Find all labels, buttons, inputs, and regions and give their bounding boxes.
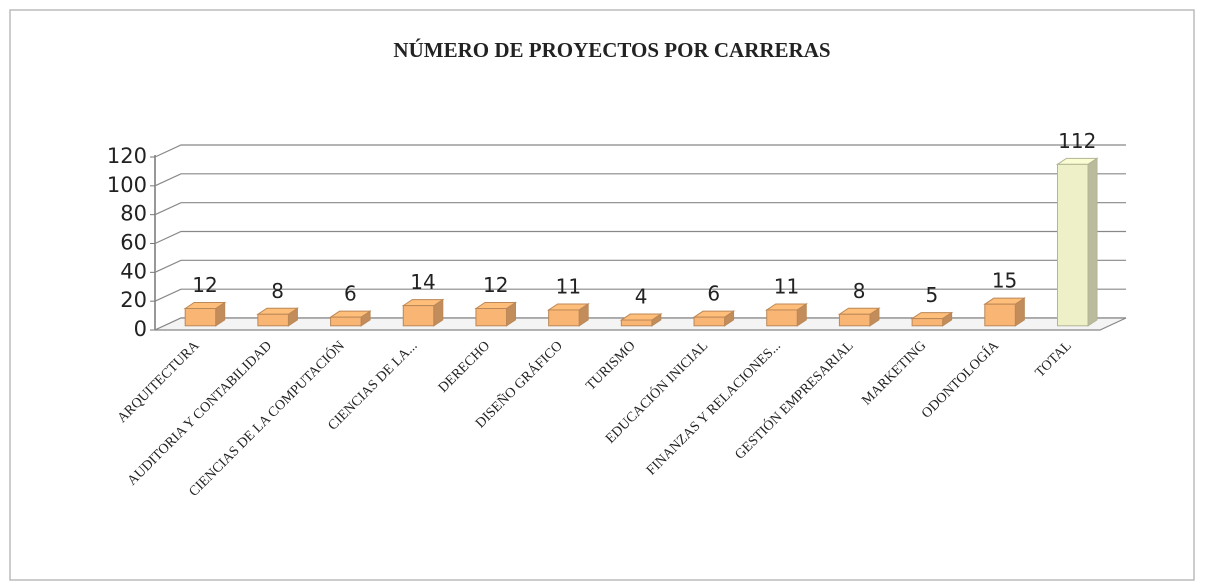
grid-line xyxy=(154,259,1126,273)
grid-line xyxy=(154,230,1126,245)
y-tick-label: 80 xyxy=(120,202,147,226)
bar-side xyxy=(1087,157,1098,327)
y-tick-label: 120 xyxy=(107,144,147,168)
value-label: 12 xyxy=(483,273,508,297)
grid-line xyxy=(154,144,1126,158)
y-tick-label: 40 xyxy=(120,259,147,283)
bar xyxy=(911,318,944,327)
y-tick-label: 0 xyxy=(134,317,147,341)
value-label: 5 xyxy=(926,283,939,307)
bar xyxy=(330,316,362,327)
bar xyxy=(475,308,507,327)
value-label: 11 xyxy=(774,274,799,298)
y-tick-label: 100 xyxy=(107,173,147,197)
bar xyxy=(620,319,653,327)
bar xyxy=(766,309,798,327)
bar xyxy=(548,309,580,327)
value-label: 12 xyxy=(192,273,217,297)
grid-line xyxy=(154,202,1126,216)
value-label: 8 xyxy=(271,279,284,303)
bar xyxy=(693,316,726,327)
bar xyxy=(984,303,1016,327)
value-label: 8 xyxy=(853,279,866,303)
chart-frame xyxy=(9,9,1195,581)
grid-line xyxy=(154,173,1126,187)
chart-title: NÚMERO DE PROYECTOS POR CARRERAS xyxy=(393,38,830,62)
bar xyxy=(402,305,435,327)
value-label: 11 xyxy=(556,274,581,298)
value-label: 15 xyxy=(992,269,1017,293)
value-label: 6 xyxy=(707,282,720,306)
bar xyxy=(838,313,871,327)
grid-line xyxy=(154,288,1126,302)
bar xyxy=(1056,163,1089,327)
y-tick-label: 20 xyxy=(120,288,147,312)
y-tick-label: 60 xyxy=(120,231,147,255)
bar xyxy=(184,308,217,327)
bar xyxy=(257,313,289,327)
value-label: 112 xyxy=(1058,129,1096,153)
value-label: 6 xyxy=(344,282,357,306)
value-label: 4 xyxy=(635,285,648,309)
value-label: 14 xyxy=(410,270,435,294)
